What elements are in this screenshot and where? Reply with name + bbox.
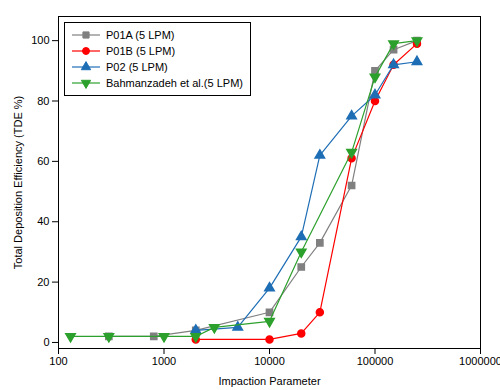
svg-text:100000: 100000 (357, 355, 394, 367)
html-text:P01B (5 LPM): P01B (5 LPM) (106, 45, 176, 57)
svg-text:Total Deposition Efficiency (T: Total Deposition Efficiency (TDE %) (12, 96, 24, 269)
svg-text:1000000: 1000000 (459, 355, 500, 367)
svg-text:80: 80 (37, 95, 49, 107)
svg-text:20: 20 (37, 276, 49, 288)
svg-text:10000: 10000 (254, 355, 285, 367)
svg-text:100: 100 (31, 34, 49, 46)
html-text:P02 (5 LPM): P02 (5 LPM) (106, 61, 168, 73)
html-text:Bahmanzadeh et al.(5 LPM): Bahmanzadeh et al.(5 LPM) (106, 77, 243, 89)
svg-text:1000: 1000 (152, 355, 176, 367)
svg-text:Impaction Parameter: Impaction Parameter (218, 375, 320, 387)
svg-text:0: 0 (43, 336, 49, 348)
svg-text:40: 40 (37, 215, 49, 227)
svg-text:100: 100 (49, 355, 67, 367)
svg-text:60: 60 (37, 155, 49, 167)
html-text:P01A (5 LPM): P01A (5 LPM) (106, 29, 175, 41)
